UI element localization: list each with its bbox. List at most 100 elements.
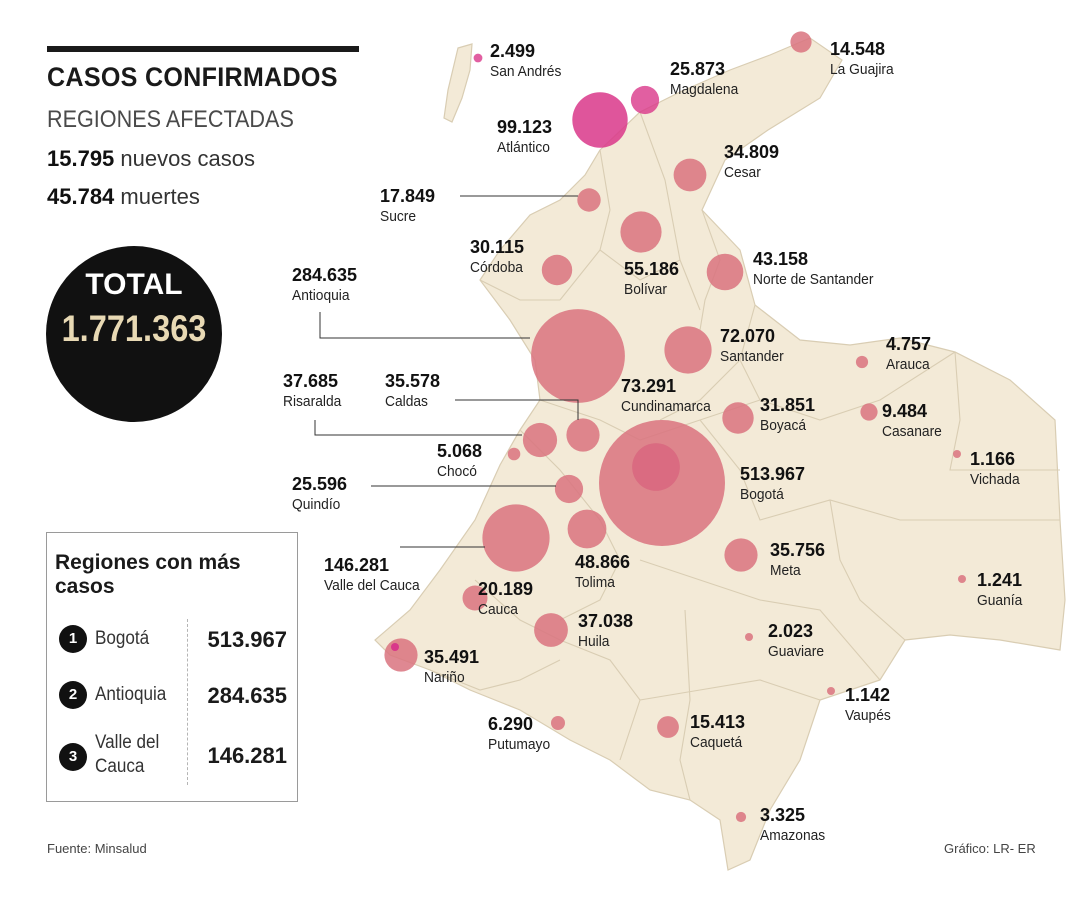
region-name: Boyacá (760, 417, 807, 434)
bubble-caquetá (657, 716, 679, 738)
top-region-row: 3 Valle del Cauca 146.281 (55, 731, 291, 783)
region-label: 37.038 Huila (578, 612, 633, 649)
region-name: Valle del Cauca (324, 577, 420, 594)
region-label: 14.548 La Guajira (830, 40, 899, 77)
region-name: San Andrés (490, 63, 562, 80)
region-value: 31.851 (760, 395, 816, 415)
leader-lines (314, 195, 579, 548)
region-label: 72.070 Santander (720, 327, 789, 364)
top-region-row: 1 Bogotá 513.967 (55, 621, 291, 673)
region-value: 513.967 (740, 464, 806, 484)
region-value: 4.757 (886, 334, 932, 354)
region-label: 20.189 Cauca (478, 580, 533, 617)
region-label: 34.809 Cesar (724, 143, 779, 180)
region-name: Huila (578, 633, 610, 650)
bubble-bolívar (620, 211, 662, 253)
bubble-santander (664, 326, 712, 374)
bubble-guanía (958, 575, 966, 583)
region-value: 73.291 (621, 376, 677, 396)
region-value: 35.578 (385, 371, 441, 391)
region-label: 2.023 Guaviare (768, 622, 829, 659)
region-name: Putumayo (488, 736, 551, 753)
bubble-valle-del-cauca (482, 504, 550, 572)
region-name: Cesar (724, 164, 761, 181)
region-label: 25.873 Magdalena (670, 60, 744, 97)
region-label: 35.578 Caldas (385, 372, 440, 409)
region-name: Caquetá (690, 734, 743, 751)
region-name: Arauca (886, 356, 930, 373)
bubble-nariño (384, 638, 418, 672)
top-regions-title: Regiones con más casos (55, 551, 241, 598)
region-name: Norte de Santander (753, 271, 874, 288)
region-value: 1.241 (977, 570, 1023, 590)
region-name: Antioquia (292, 287, 350, 304)
bubble-amazonas (735, 811, 747, 823)
region-value: 37.685 (283, 371, 339, 391)
region-value: 14.548 (830, 39, 886, 59)
region-value: 99.123 (497, 117, 553, 137)
bubble-san-andrés (473, 53, 483, 63)
bubble-risaralda (522, 422, 558, 458)
rank-badge: 3 (59, 743, 87, 771)
bubble-guaviare (745, 633, 753, 641)
total-value: 1.771.363 (61, 308, 207, 349)
title-bar (47, 46, 359, 52)
region-label: 43.158 Norte de Santander (753, 250, 884, 287)
bubble-huila (534, 613, 568, 647)
region-label: 73.291 Cundinamarca (621, 377, 719, 414)
bubble-magdalena (630, 85, 660, 115)
total-badge: TOTAL 1.771.363 (46, 246, 222, 422)
region-name: Bolívar (624, 281, 667, 298)
region-name: Bogotá (740, 486, 784, 503)
bubble-vichada (953, 450, 961, 458)
region-name: Vaupés (845, 707, 891, 724)
deaths-value: 45.784 (47, 184, 115, 209)
region-value: 146.281 (207, 743, 287, 768)
region-name: Santander (720, 348, 784, 365)
region-name: Bogotá (95, 628, 150, 649)
region-value: 17.849 (380, 186, 436, 206)
region-name: Guaviare (768, 643, 825, 660)
region-value: 15.413 (690, 712, 746, 732)
bubble-putumayo (551, 716, 565, 730)
region-name: Casanare (882, 423, 942, 440)
bubble-meta (724, 538, 758, 572)
region-label: 1.142 Vaupés (845, 686, 895, 723)
region-name: Guanía (977, 592, 1023, 609)
bubble-chocó (507, 447, 521, 461)
top-regions-box: Regiones con más casos 1 Bogotá 513.967 … (46, 532, 298, 802)
new-cases-value: 15.795 (47, 146, 115, 171)
region-value: 2.499 (490, 41, 536, 61)
new-cases-stat: 15.795 nuevos casos (47, 146, 255, 172)
region-value: 20.189 (478, 579, 534, 599)
region-name: La Guajira (830, 61, 894, 78)
region-name: Valle del Cauca (95, 732, 160, 777)
bubble-cesar (673, 158, 707, 192)
region-name: Antioquia (95, 684, 167, 705)
region-label: 48.866 Tolima (575, 553, 630, 590)
region-value: 48.866 (575, 552, 631, 572)
region-name: Vichada (970, 471, 1020, 488)
region-label: 284.635 Antioquia (292, 266, 357, 303)
bubble-norte-de-santander (706, 253, 744, 291)
region-label: 2.499 San Andrés (490, 42, 568, 79)
source-note: Fuente: Minsalud (47, 841, 147, 856)
region-value: 9.484 (882, 401, 928, 421)
bubble-arauca (855, 355, 869, 369)
bubble-caldas (566, 418, 600, 452)
region-label: 513.967 Bogotá (740, 465, 805, 502)
region-value: 30.115 (470, 237, 525, 257)
narino-highlight-dot (391, 643, 399, 651)
region-label: 6.290 Putumayo (488, 715, 556, 752)
region-value: 284.635 (207, 683, 287, 708)
region-value: 37.038 (578, 611, 634, 631)
region-label: 99.123 Atlántico (497, 118, 555, 155)
region-value: 55.186 (624, 259, 680, 279)
region-name: Nariño (424, 669, 465, 686)
region-label: 25.596 Quindío (292, 475, 347, 512)
leader-line (455, 399, 579, 420)
region-value: 6.290 (488, 714, 534, 734)
region-value: 2.023 (768, 621, 814, 641)
leader-line (319, 312, 530, 339)
